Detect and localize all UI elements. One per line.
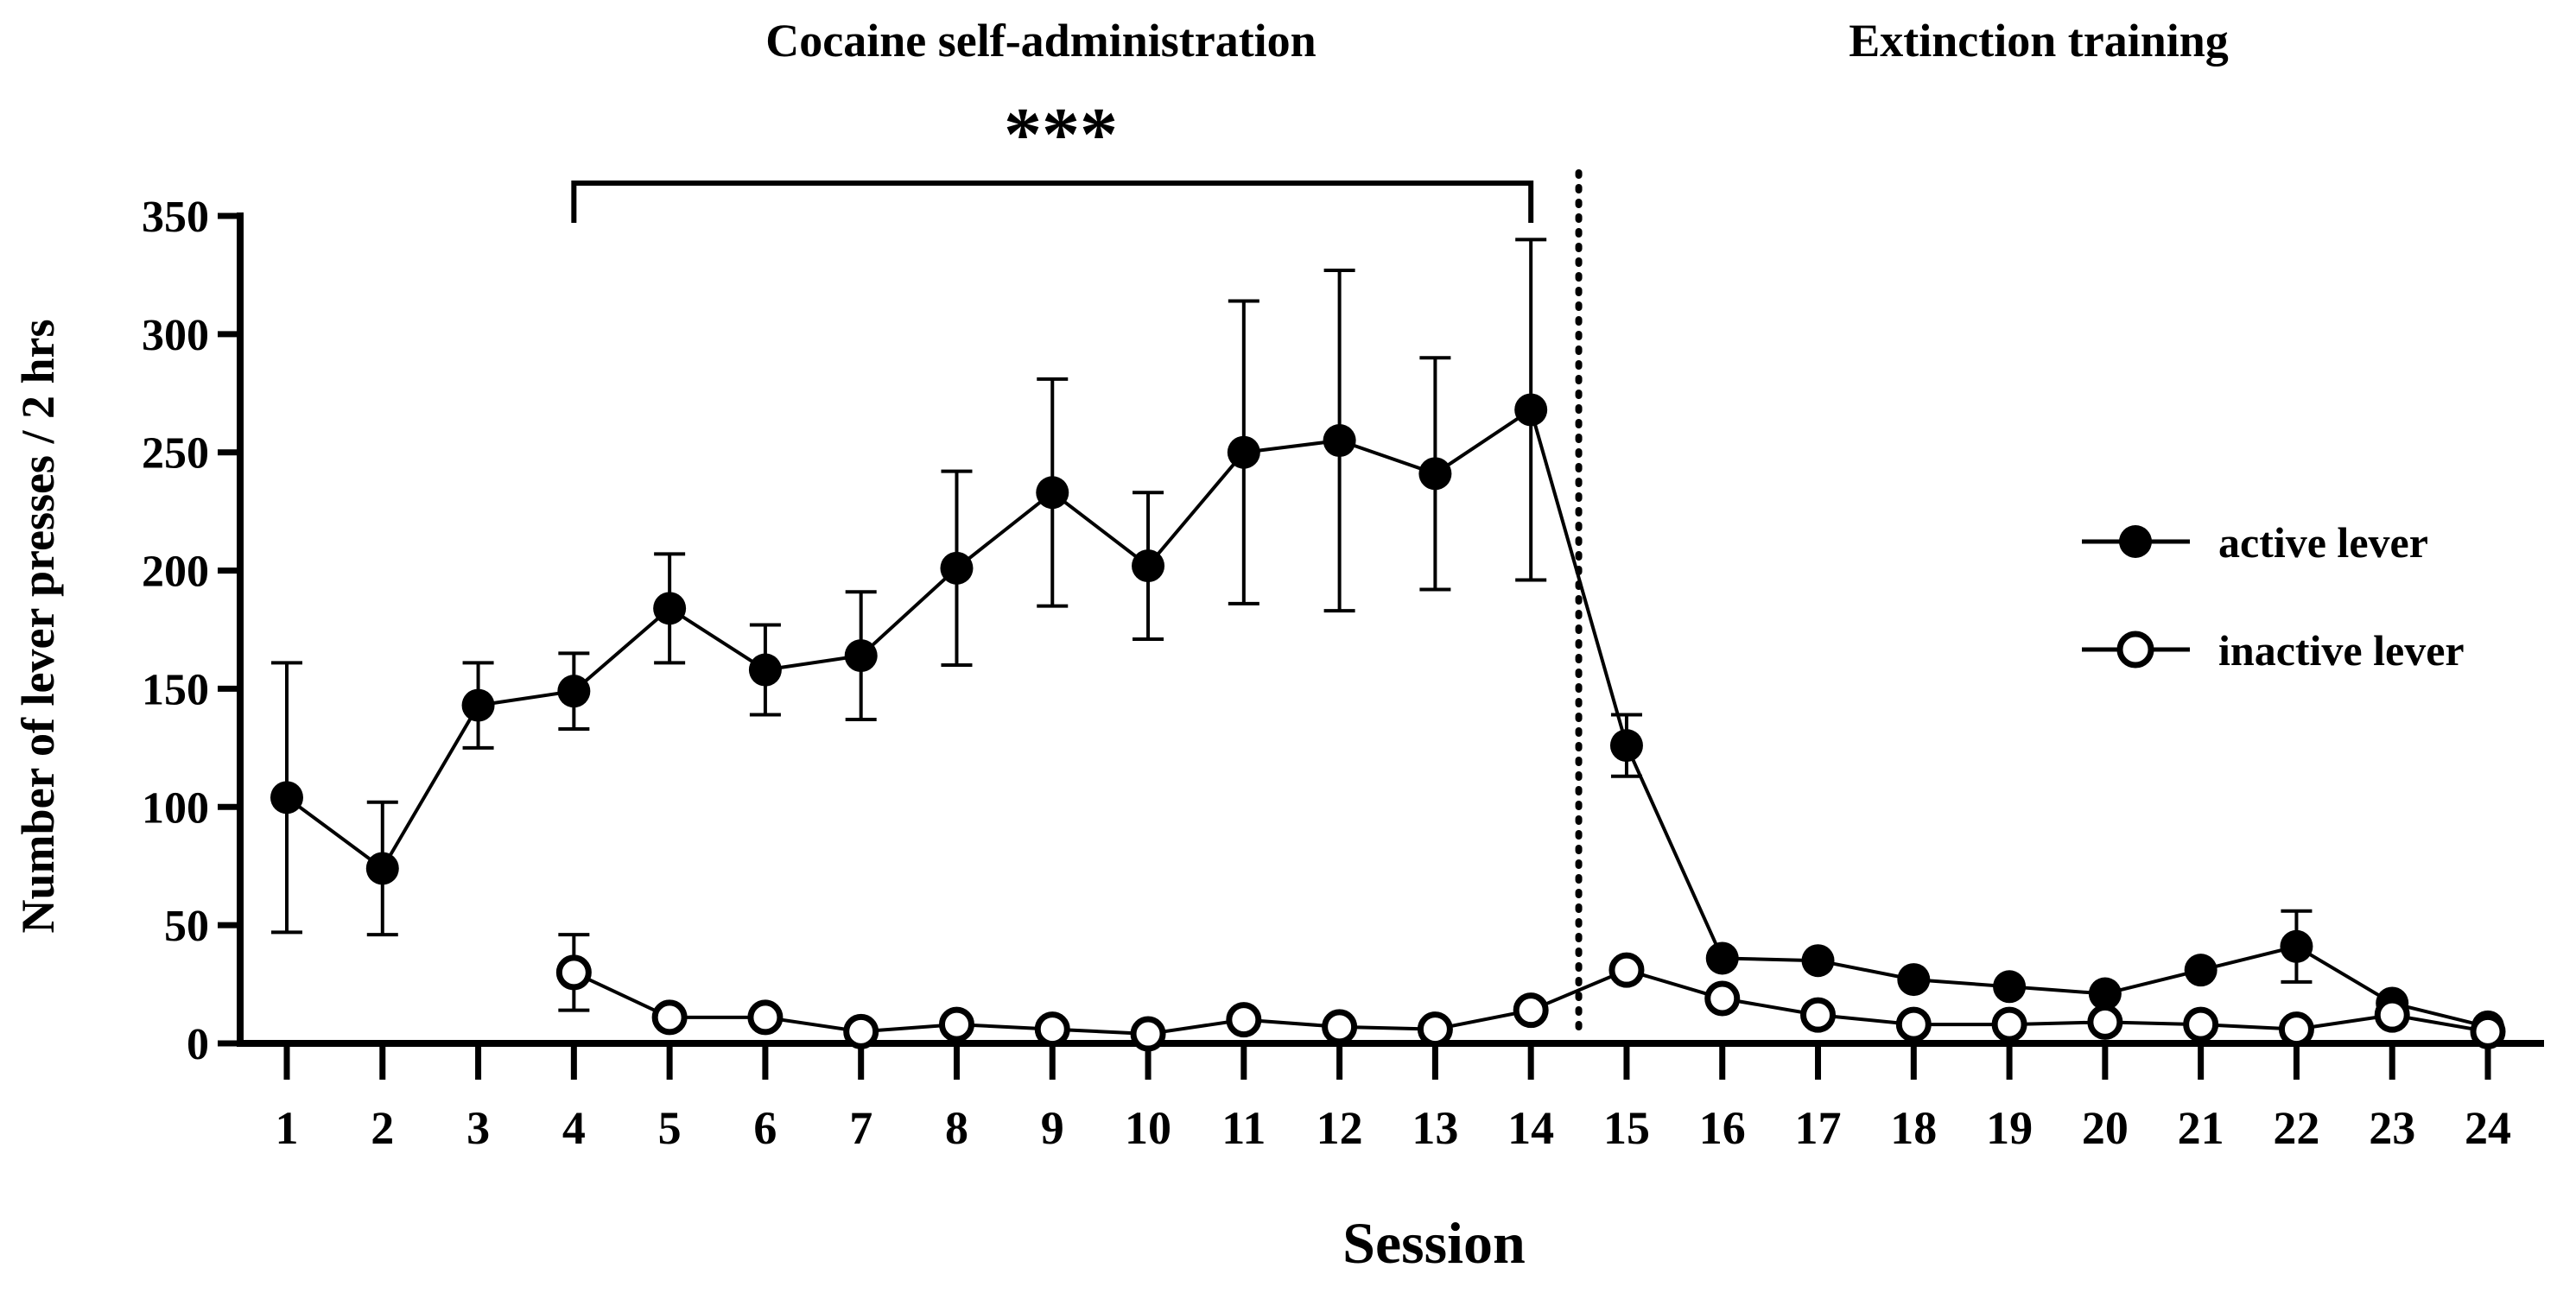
- data-point: [1513, 992, 1549, 1029]
- data-point: [2087, 1004, 2123, 1040]
- x-tick-label: 14: [1507, 1102, 1554, 1154]
- legend-label-inactive: inactive lever: [2218, 626, 2465, 675]
- series-line: [285, 407, 2489, 1029]
- data-point: [1322, 1009, 1358, 1045]
- data-point: [1227, 435, 1260, 469]
- data-point: [1801, 944, 1835, 978]
- data-point: [2278, 1011, 2314, 1048]
- y-tick-label: 100: [142, 783, 209, 833]
- data-point: [2470, 1013, 2506, 1049]
- x-tick-label: 21: [2178, 1102, 2224, 1154]
- x-tick-label: 17: [1795, 1102, 1842, 1154]
- y-axis-label: Number of lever presses / 2 hrs: [12, 320, 64, 934]
- data-point: [938, 1006, 974, 1043]
- y-axis-ticks: 0 50 100 150 200 250 300 350: [142, 193, 240, 1069]
- legend-marker-inactive: [2116, 631, 2154, 669]
- y-tick-label: 150: [142, 665, 209, 714]
- data-point: [1417, 1011, 1453, 1048]
- data-point: [270, 781, 303, 814]
- data-point: [940, 551, 974, 585]
- x-tick-label: 20: [2082, 1102, 2129, 1154]
- data-point: [1993, 970, 2027, 1004]
- data-point: [365, 852, 399, 885]
- y-tick-label: 250: [142, 429, 209, 479]
- data-point: [1705, 941, 1739, 975]
- data-point: [1608, 952, 1645, 988]
- x-tick-label: 6: [753, 1102, 777, 1154]
- x-tick-label: 8: [945, 1102, 968, 1154]
- data-point: [1034, 1011, 1070, 1048]
- data-point: [1895, 1006, 1932, 1043]
- series-inactive-lever: [555, 933, 2506, 1052]
- data-point: [555, 954, 592, 991]
- data-point: [2184, 954, 2218, 987]
- data-point: [1323, 424, 1356, 458]
- x-tick-label: 1: [276, 1102, 299, 1154]
- x-tick-label: 11: [1221, 1102, 1266, 1154]
- series-layer: [270, 238, 2506, 1052]
- data-point: [1226, 1002, 1262, 1038]
- x-tick-label: 16: [1699, 1102, 1746, 1154]
- data-point: [2374, 997, 2410, 1033]
- y-tick-label: 0: [187, 1020, 209, 1069]
- x-tick-label: 18: [1890, 1102, 1937, 1154]
- x-tick-label: 24: [2465, 1102, 2511, 1154]
- phase-label-self-administration: Cocaine self-administration: [765, 15, 1316, 67]
- x-tick-label: 22: [2273, 1102, 2319, 1154]
- x-tick-label: 12: [1317, 1102, 1363, 1154]
- legend-label-active: active lever: [2218, 518, 2428, 567]
- data-point: [1036, 476, 1069, 510]
- data-point: [651, 999, 688, 1036]
- y-tick-label: 200: [142, 548, 209, 597]
- x-tick-label: 13: [1412, 1102, 1458, 1154]
- x-tick-label: 15: [1603, 1102, 1650, 1154]
- data-point: [747, 999, 784, 1036]
- data-point: [843, 1013, 879, 1049]
- data-point: [653, 592, 687, 625]
- y-tick-label: 300: [142, 311, 209, 360]
- data-point: [461, 688, 495, 722]
- x-axis-label: Session: [1342, 1210, 1526, 1276]
- data-point: [1418, 457, 1452, 491]
- x-tick-label: 4: [562, 1102, 586, 1154]
- x-axis-ticks: 1 2 3 4 5 6 7 8 9 10 11 12 13 14 15 16 17 18 19 20 21 22 23 24: [276, 1043, 2511, 1154]
- data-point: [1800, 997, 1837, 1033]
- x-tick-label: 2: [371, 1102, 394, 1154]
- x-tick-label: 3: [466, 1102, 490, 1154]
- data-point: [1704, 980, 1741, 1017]
- legend-marker-active: [2119, 525, 2152, 558]
- x-tick-label: 23: [2369, 1102, 2415, 1154]
- data-point: [1897, 963, 1931, 997]
- data-point: [557, 675, 591, 708]
- x-tick-label: 5: [658, 1102, 682, 1154]
- data-point: [1514, 393, 1548, 427]
- data-point: [1132, 549, 1165, 583]
- data-point: [2280, 929, 2313, 963]
- data-point: [1609, 729, 1643, 763]
- y-tick-label: 50: [164, 902, 209, 951]
- data-point: [844, 639, 878, 673]
- significance-marker: ***: [1004, 93, 1118, 177]
- data-point: [1991, 1006, 2027, 1043]
- data-point: [2183, 1006, 2219, 1043]
- series-active-lever: [270, 238, 2504, 1043]
- data-point: [1130, 1016, 1166, 1052]
- legend: active lever inactive lever: [2082, 518, 2465, 675]
- data-point: [748, 653, 782, 687]
- x-tick-label: 7: [849, 1102, 872, 1154]
- significance-bracket: [571, 181, 1534, 223]
- x-tick-label: 19: [1986, 1102, 2033, 1154]
- data-point: [2088, 977, 2122, 1011]
- bracket-line: [571, 181, 1534, 223]
- x-tick-label: 9: [1041, 1102, 1064, 1154]
- x-tick-label: 10: [1125, 1102, 1171, 1154]
- phase-label-extinction: Extinction training: [1849, 15, 2229, 67]
- y-tick-label: 350: [142, 193, 209, 242]
